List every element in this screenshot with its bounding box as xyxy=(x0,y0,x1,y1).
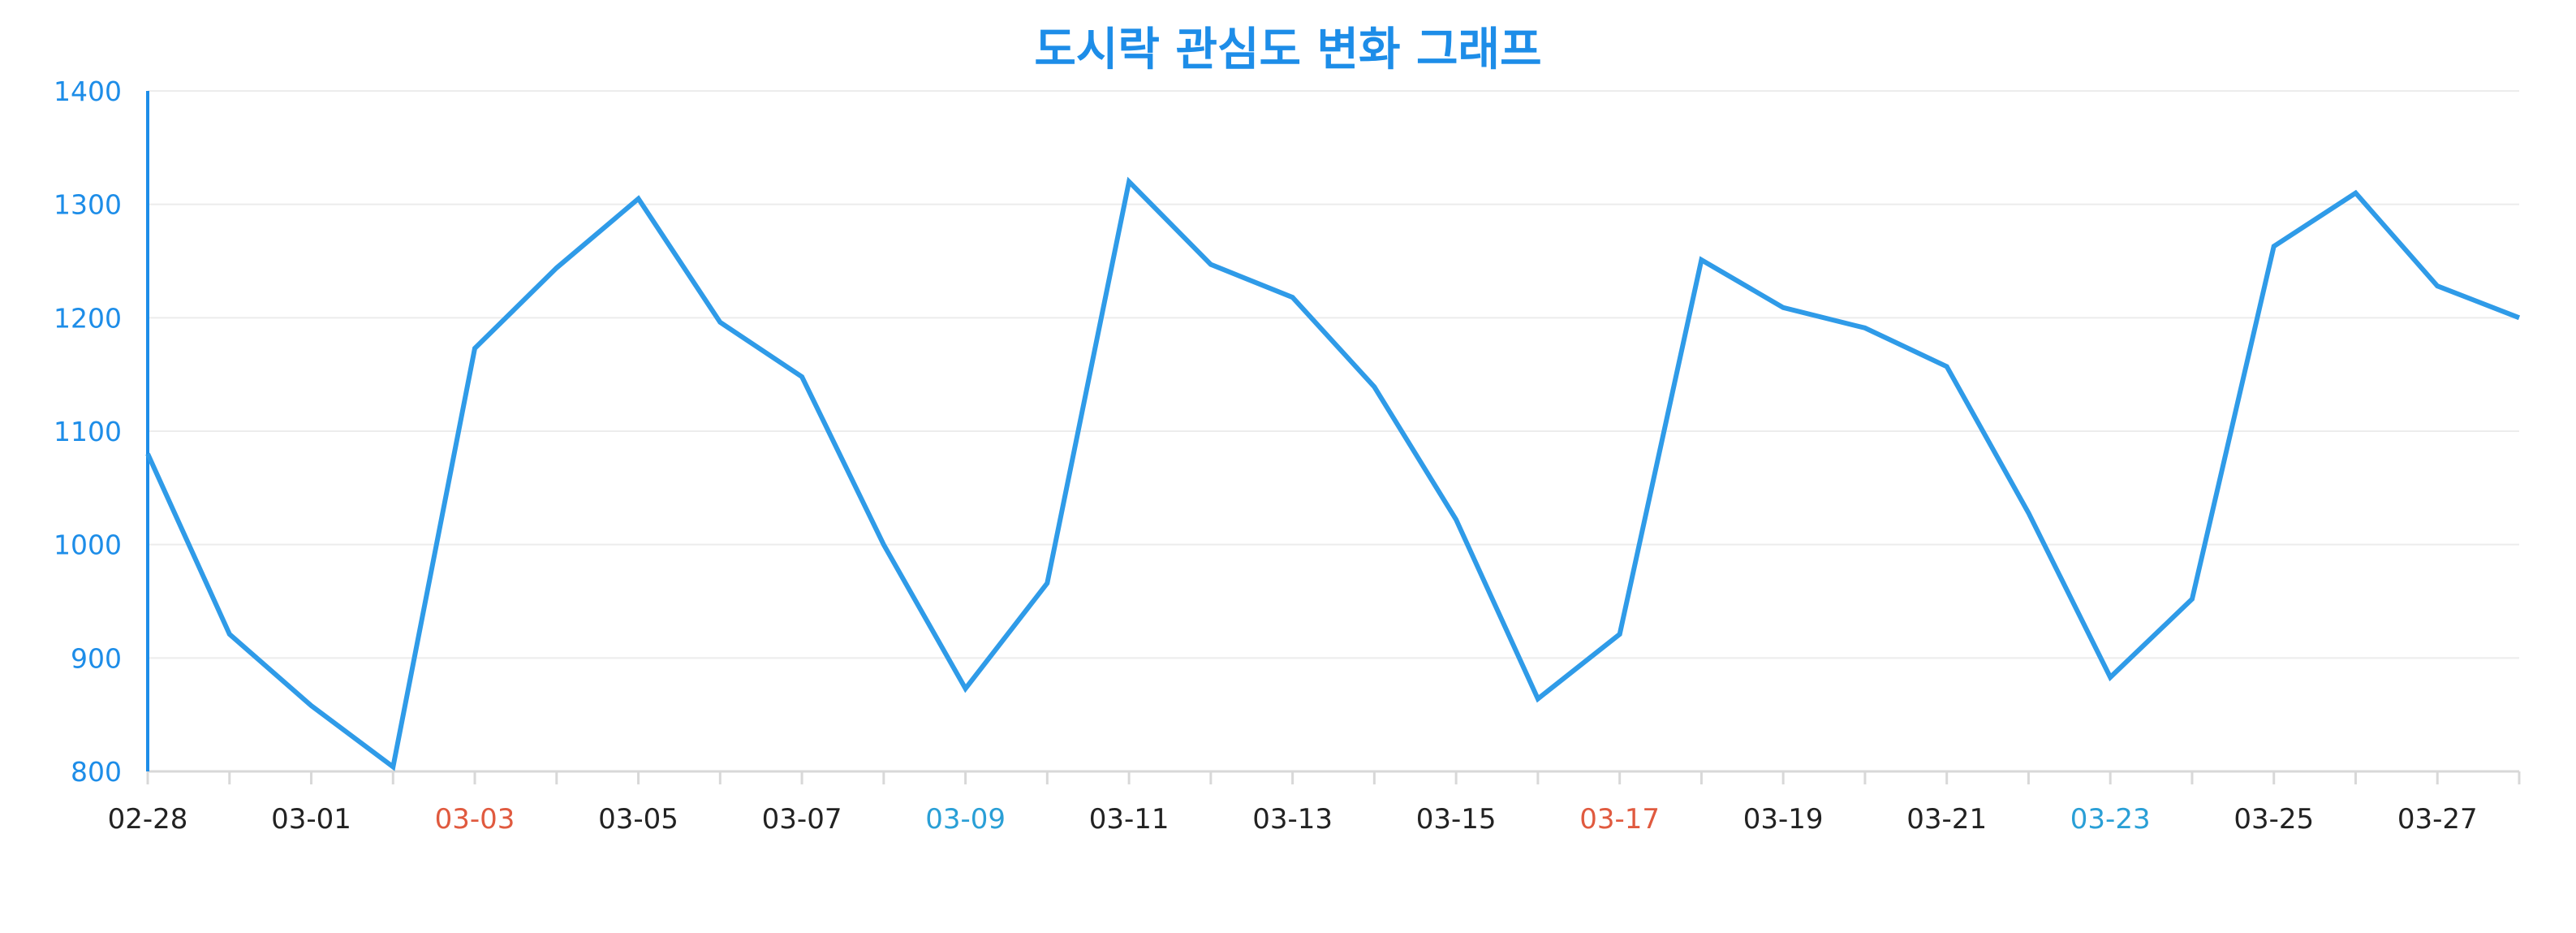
data-point-02-28 xyxy=(145,451,150,456)
data-point-03-27 xyxy=(2435,283,2440,288)
tick-layer: 800 900 1000 1100 1200 1300 1400 02-28 03-01 03-0… xyxy=(54,76,2478,836)
y-tick-label-800: 800 xyxy=(71,756,122,788)
y-tick-label-1400: 1400 xyxy=(54,76,122,107)
x-tick-label-03-05: 03-05 xyxy=(598,803,678,836)
y-tick-label-1100: 1100 xyxy=(54,416,122,447)
x-tick-label-03-17: 03-17 xyxy=(1579,803,1660,836)
data-point-03-23 xyxy=(2108,675,2113,680)
x-tick-label-03-13: 03-13 xyxy=(1252,803,1333,836)
series-layer xyxy=(145,176,2522,771)
chart-title: 도시락 관심도 변화 그래프 xyxy=(1034,24,1541,76)
data-point-03-08 xyxy=(881,542,886,547)
data-point-03-20 xyxy=(1863,326,1867,330)
data-point-03-05 xyxy=(636,197,641,201)
data-point-02-29 xyxy=(227,632,232,637)
grid-layer xyxy=(148,90,2519,659)
x-tick-label-02-28: 02-28 xyxy=(108,803,188,836)
data-point-03-16 xyxy=(1536,697,1540,702)
x-tick-label-03-27: 03-27 xyxy=(2397,803,2478,836)
data-point-03-28 xyxy=(2517,315,2522,320)
x-tick-label-03-15: 03-15 xyxy=(1416,803,1497,836)
data-point-03-12 xyxy=(1208,262,1213,267)
y-tick-label-1000: 1000 xyxy=(54,529,122,561)
data-point-03-09 xyxy=(963,686,968,691)
data-point-03-21 xyxy=(1945,364,1949,369)
x-tick-label-03-07: 03-07 xyxy=(762,803,842,836)
x-tick-label-03-03: 03-03 xyxy=(435,803,515,836)
x-tick-label-03-25: 03-25 xyxy=(2234,803,2314,836)
x-tick-label-03-11: 03-11 xyxy=(1089,803,1170,836)
data-point-03-26 xyxy=(2353,191,2358,196)
data-point-03-10 xyxy=(1045,581,1049,585)
data-point-03-25 xyxy=(2272,244,2277,248)
data-point-03-11 xyxy=(1126,179,1131,184)
data-point-03-22 xyxy=(2026,511,2031,516)
axis-layer xyxy=(146,91,2521,784)
data-point-03-24 xyxy=(2190,597,2195,602)
data-point-03-14 xyxy=(1372,385,1376,390)
x-tick-label-03-23: 03-23 xyxy=(2070,803,2151,836)
data-point-03-18 xyxy=(1699,257,1704,262)
y-tick-label-900: 900 xyxy=(71,642,122,674)
series-line-0 xyxy=(145,176,2521,771)
data-point-03-06 xyxy=(717,320,722,325)
x-tick-label-03-09: 03-09 xyxy=(925,803,1006,836)
data-point-03-01 xyxy=(309,703,314,708)
data-point-03-19 xyxy=(1781,305,1786,310)
x-tick-label-03-21: 03-21 xyxy=(1906,803,1987,836)
x-tick-label-03-01: 03-01 xyxy=(271,803,351,836)
y-tick-label-1300: 1300 xyxy=(54,189,122,221)
y-tick-label-1200: 1200 xyxy=(54,302,122,334)
data-point-03-15 xyxy=(1454,517,1458,522)
x-tick-label-03-19: 03-19 xyxy=(1743,803,1824,836)
data-point-03-04 xyxy=(554,266,559,270)
data-point-03-17 xyxy=(1618,632,1622,637)
data-point-03-02 xyxy=(390,764,395,769)
data-point-03-13 xyxy=(1290,295,1295,300)
data-point-03-03 xyxy=(472,346,477,351)
data-point-03-07 xyxy=(799,374,804,379)
